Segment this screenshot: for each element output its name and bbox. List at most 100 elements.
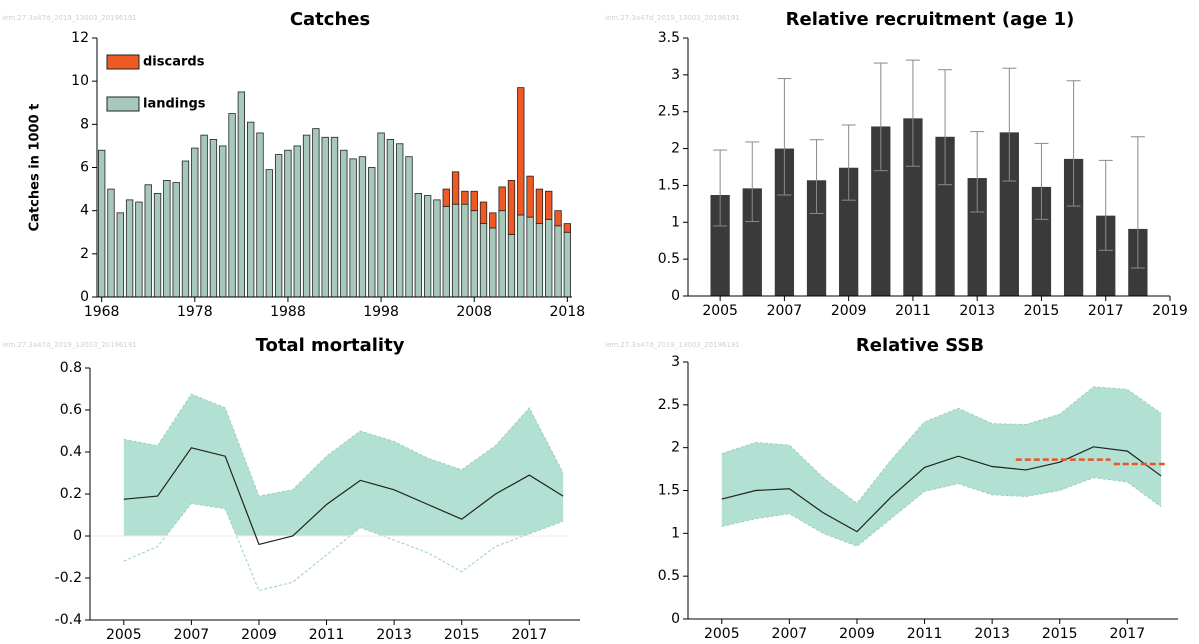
- x-tick-label: 2013: [959, 303, 995, 319]
- watermark: iem.27.3a47d_2019_13003_20196191: [2, 14, 137, 22]
- bar-segment: [396, 143, 404, 298]
- bar-segment: [489, 227, 497, 298]
- bar-segment: [219, 145, 227, 298]
- y-tick-label: 0.5: [658, 251, 680, 267]
- bar-segment: [470, 190, 478, 212]
- bar-segment: [368, 167, 376, 298]
- x-tick-label: 2015: [444, 627, 480, 643]
- bar-segment: [107, 188, 115, 298]
- bar-segment: [507, 180, 516, 235]
- bar-segment: [97, 149, 106, 298]
- bar: [967, 178, 987, 296]
- bar-segment: [358, 156, 367, 298]
- bar: [742, 188, 762, 296]
- x-tick-label: 2008: [456, 304, 492, 320]
- y-tick-label: 0.6: [60, 402, 82, 418]
- error-bar: [1098, 159, 1113, 251]
- y-tick-label: 0.8: [60, 360, 82, 376]
- bar-segment: [461, 203, 469, 298]
- y-tick-label: 1.5: [658, 177, 680, 193]
- y-tick-label: 4: [80, 203, 89, 219]
- bar-segment: [200, 134, 208, 298]
- y-axis-label: Catches in 1000 t: [28, 104, 43, 232]
- bar-segment: [535, 223, 544, 298]
- bar-segment: [144, 184, 152, 298]
- x-tick-label: 2017: [511, 627, 547, 643]
- y-tick-label: 0.5: [658, 568, 680, 584]
- bar-segment: [228, 113, 236, 298]
- x-tick-label: 1978: [177, 304, 213, 320]
- error-bar: [713, 149, 728, 227]
- x-tick-label: 2011: [907, 626, 943, 642]
- y-tick-label: 1.5: [658, 483, 680, 499]
- bar-segment: [563, 223, 572, 233]
- bar-segment: [135, 201, 143, 298]
- bar: [871, 126, 891, 296]
- bar-segment: [470, 210, 478, 298]
- bar-segment: [125, 199, 134, 298]
- x-tick-label: 2011: [309, 627, 345, 643]
- error-bar: [1066, 80, 1081, 207]
- bar-segment: [330, 136, 339, 298]
- x-tick-label: 2005: [702, 303, 738, 319]
- bar-segment: [405, 156, 413, 298]
- bar-segment: [191, 147, 199, 298]
- bar-segment: [116, 212, 124, 298]
- error-bar: [905, 59, 920, 167]
- bar-segment: [498, 186, 506, 212]
- y-tick-label: 0: [671, 611, 680, 627]
- error-bar: [745, 141, 760, 223]
- bar-segment: [526, 216, 534, 298]
- x-tick-label: 2013: [974, 626, 1010, 642]
- band-edge: [721, 477, 1162, 547]
- bar: [1063, 158, 1084, 296]
- bar-segment: [340, 149, 348, 298]
- x-tick-label: 2009: [241, 627, 277, 643]
- confidence-band: [123, 394, 564, 536]
- error-bar: [841, 124, 856, 201]
- x-tick-label: 1988: [270, 304, 306, 320]
- bar-segment: [498, 210, 506, 298]
- bar-segment: [265, 169, 273, 298]
- y-tick-label: 8: [80, 116, 89, 132]
- bar-segment: [274, 154, 283, 298]
- bar-segment: [302, 134, 311, 298]
- error-bar: [777, 78, 792, 196]
- bar-segment: [237, 91, 246, 298]
- error-bar: [809, 139, 824, 214]
- bar-segment: [386, 139, 395, 298]
- watermark: iem.27.3a47d_2019_13003_20196191: [605, 14, 740, 22]
- x-tick-label: 2019: [1152, 303, 1188, 319]
- error-bar: [970, 131, 985, 213]
- chart-title: Catches: [290, 9, 370, 30]
- y-tick-label: 0: [671, 288, 680, 304]
- bar-segment: [563, 231, 572, 298]
- chart-title: Relative recruitment (age 1): [786, 9, 1075, 30]
- bar-segment: [461, 190, 469, 205]
- bar-segment: [312, 128, 320, 298]
- bar: [903, 118, 923, 296]
- bar-segment: [489, 212, 497, 229]
- error-bar: [1034, 142, 1049, 220]
- error-bar: [938, 69, 953, 186]
- chart-title: Relative SSB: [856, 335, 984, 356]
- bar-segment: [377, 132, 385, 298]
- band-edge: [123, 502, 564, 592]
- bar: [806, 180, 827, 296]
- bar-segment: [284, 149, 292, 298]
- x-tick-label: 2015: [1042, 626, 1078, 642]
- bar-segment: [321, 136, 329, 298]
- x-tick-label: 1998: [363, 304, 399, 320]
- x-tick-label: 2007: [174, 627, 210, 643]
- legend-swatch: [106, 96, 140, 112]
- error-bar: [873, 62, 888, 172]
- y-tick-label: 2.5: [658, 104, 680, 120]
- error-bar: [1130, 136, 1145, 269]
- y-tick-label: 0: [80, 289, 89, 305]
- band-edge: [123, 393, 564, 497]
- bar-segment: [451, 203, 460, 298]
- x-tick-label: 1968: [84, 304, 120, 320]
- y-tick-label: 0.4: [60, 444, 82, 460]
- bar-segment: [293, 145, 301, 298]
- y-tick-label: 12: [71, 30, 89, 46]
